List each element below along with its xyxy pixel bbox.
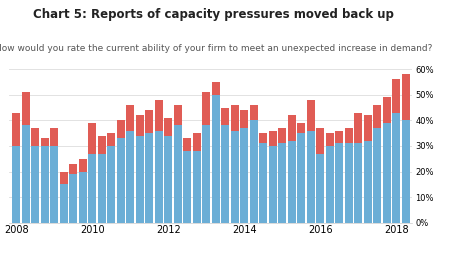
Bar xyxy=(12,146,20,223)
Bar xyxy=(136,136,144,223)
Bar xyxy=(164,136,172,223)
Bar xyxy=(335,131,343,143)
Bar xyxy=(155,131,163,223)
Bar xyxy=(41,138,48,146)
Bar xyxy=(278,128,286,143)
Bar xyxy=(98,154,106,223)
Bar xyxy=(240,128,248,223)
Bar xyxy=(212,95,219,223)
Bar xyxy=(41,146,48,223)
Bar xyxy=(136,115,144,136)
Bar xyxy=(117,120,125,138)
Bar xyxy=(345,143,353,223)
Bar xyxy=(269,131,277,146)
Bar xyxy=(355,143,362,223)
Bar xyxy=(174,125,182,223)
Bar xyxy=(402,74,410,120)
Text: How would you rate the current ability of your firm to meet an unexpected increa: How would you rate the current ability o… xyxy=(0,44,432,52)
Bar xyxy=(326,146,334,223)
Bar xyxy=(326,133,334,146)
Bar xyxy=(364,115,372,141)
Bar xyxy=(88,154,96,223)
Bar xyxy=(383,123,391,223)
Bar xyxy=(50,146,58,223)
Bar xyxy=(60,172,67,184)
Bar xyxy=(374,105,381,128)
Bar xyxy=(22,92,29,125)
Bar xyxy=(60,184,67,223)
Bar xyxy=(212,82,219,95)
Bar xyxy=(183,151,191,223)
Bar xyxy=(22,125,29,223)
Bar xyxy=(269,146,277,223)
Bar xyxy=(79,172,87,223)
Bar xyxy=(355,113,362,143)
Bar xyxy=(221,108,229,125)
Bar xyxy=(69,164,77,174)
Bar xyxy=(316,154,324,223)
Bar xyxy=(202,125,210,223)
Bar xyxy=(12,113,20,146)
Bar xyxy=(69,174,77,223)
Bar xyxy=(174,105,182,125)
Text: Chart 5: Reports of capacity pressures moved back up: Chart 5: Reports of capacity pressures m… xyxy=(33,8,394,21)
Bar xyxy=(364,141,372,223)
Bar xyxy=(155,100,163,131)
Bar xyxy=(107,146,115,223)
Bar xyxy=(307,131,315,223)
Bar xyxy=(126,131,134,223)
Bar xyxy=(193,151,201,223)
Bar xyxy=(307,100,315,131)
Bar xyxy=(193,133,201,151)
Bar xyxy=(374,128,381,223)
Bar xyxy=(335,143,343,223)
Bar xyxy=(297,133,305,223)
Bar xyxy=(240,110,248,128)
Bar xyxy=(88,123,96,154)
Bar xyxy=(250,105,257,120)
Bar xyxy=(392,79,400,113)
Bar xyxy=(288,115,296,141)
Bar xyxy=(259,143,267,223)
Bar xyxy=(31,128,39,146)
Bar xyxy=(345,128,353,143)
Bar xyxy=(316,128,324,154)
Bar xyxy=(107,133,115,146)
Bar xyxy=(31,146,39,223)
Bar xyxy=(402,120,410,223)
Bar xyxy=(117,138,125,223)
Bar xyxy=(250,120,257,223)
Bar xyxy=(278,143,286,223)
Bar xyxy=(183,138,191,151)
Bar xyxy=(297,123,305,133)
Bar xyxy=(126,105,134,131)
Bar xyxy=(79,159,87,172)
Bar xyxy=(231,105,238,131)
Bar xyxy=(231,131,238,223)
Bar xyxy=(145,110,153,133)
Bar xyxy=(383,97,391,123)
Bar xyxy=(392,113,400,223)
Bar xyxy=(98,136,106,154)
Bar xyxy=(164,118,172,136)
Bar xyxy=(288,141,296,223)
Bar xyxy=(145,133,153,223)
Bar xyxy=(202,92,210,125)
Bar xyxy=(259,133,267,143)
Bar xyxy=(221,125,229,223)
Bar xyxy=(50,128,58,146)
